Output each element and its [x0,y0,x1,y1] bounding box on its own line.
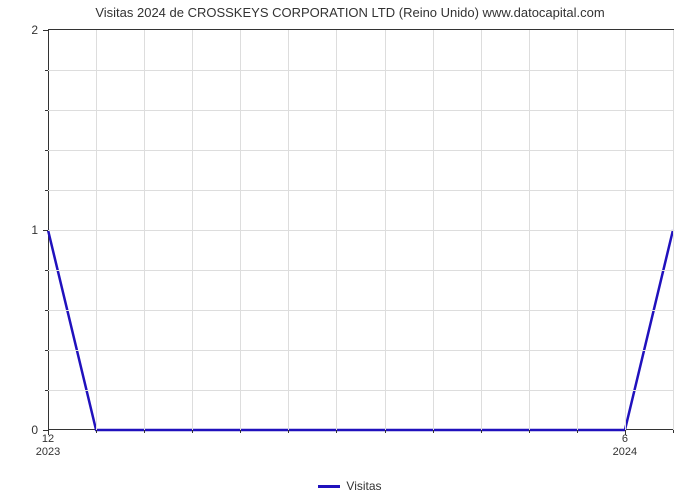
gridline-h [48,350,673,351]
y-tick-minor [45,350,48,351]
gridline-v [529,30,530,430]
gridline-h [48,150,673,151]
y-tick-minor [45,190,48,191]
y-axis-label: 0 [31,423,38,437]
x-tick-minor [529,430,530,433]
x-tick-minor [336,430,337,433]
x-tick-minor [96,430,97,433]
x-axis-label-month: 12 [42,433,54,445]
y-tick-minor [45,70,48,71]
y-axis-label: 1 [31,223,38,237]
x-tick-minor [192,430,193,433]
x-tick-minor [481,430,482,433]
gridline-v [288,30,289,430]
y-tick-minor [45,310,48,311]
y-tick-minor [45,270,48,271]
x-tick-minor [673,430,674,433]
x-tick-minor [433,430,434,433]
x-axis-label-year: 2023 [36,446,60,458]
gridline-h [48,270,673,271]
y-tick-minor [45,150,48,151]
y-tick-minor [45,110,48,111]
x-tick-minor [288,430,289,433]
plot-area: 01212202362024 [48,29,674,430]
legend: Visitas [10,479,690,493]
gridline-h [48,190,673,191]
legend-swatch [318,485,340,488]
y-tick-minor [45,390,48,391]
gridline-v [433,30,434,430]
gridline-v [577,30,578,430]
gridline-h [48,230,673,231]
y-tick-major [43,230,48,231]
gridline-v [240,30,241,430]
gridline-v [385,30,386,430]
x-tick-minor [577,430,578,433]
gridline-v [481,30,482,430]
legend-label: Visitas [346,479,381,493]
y-tick-major [43,30,48,31]
gridline-h [48,310,673,311]
gridline-v [192,30,193,430]
gridline-v [625,30,626,430]
chart-title: Visitas 2024 de CROSSKEYS CORPORATION LT… [10,5,690,20]
gridline-h [48,110,673,111]
gridline-v [96,30,97,430]
line-chart: Visitas 2024 de CROSSKEYS CORPORATION LT… [10,5,690,495]
gridline-v [336,30,337,430]
gridline-v [673,30,674,430]
gridline-h [48,390,673,391]
x-axis-label-month: 6 [622,433,628,445]
x-axis-label-year: 2024 [613,446,637,458]
x-tick-minor [144,430,145,433]
gridline-v [144,30,145,430]
y-axis-label: 2 [31,23,38,37]
x-tick-minor [240,430,241,433]
gridline-h [48,70,673,71]
x-tick-minor [385,430,386,433]
